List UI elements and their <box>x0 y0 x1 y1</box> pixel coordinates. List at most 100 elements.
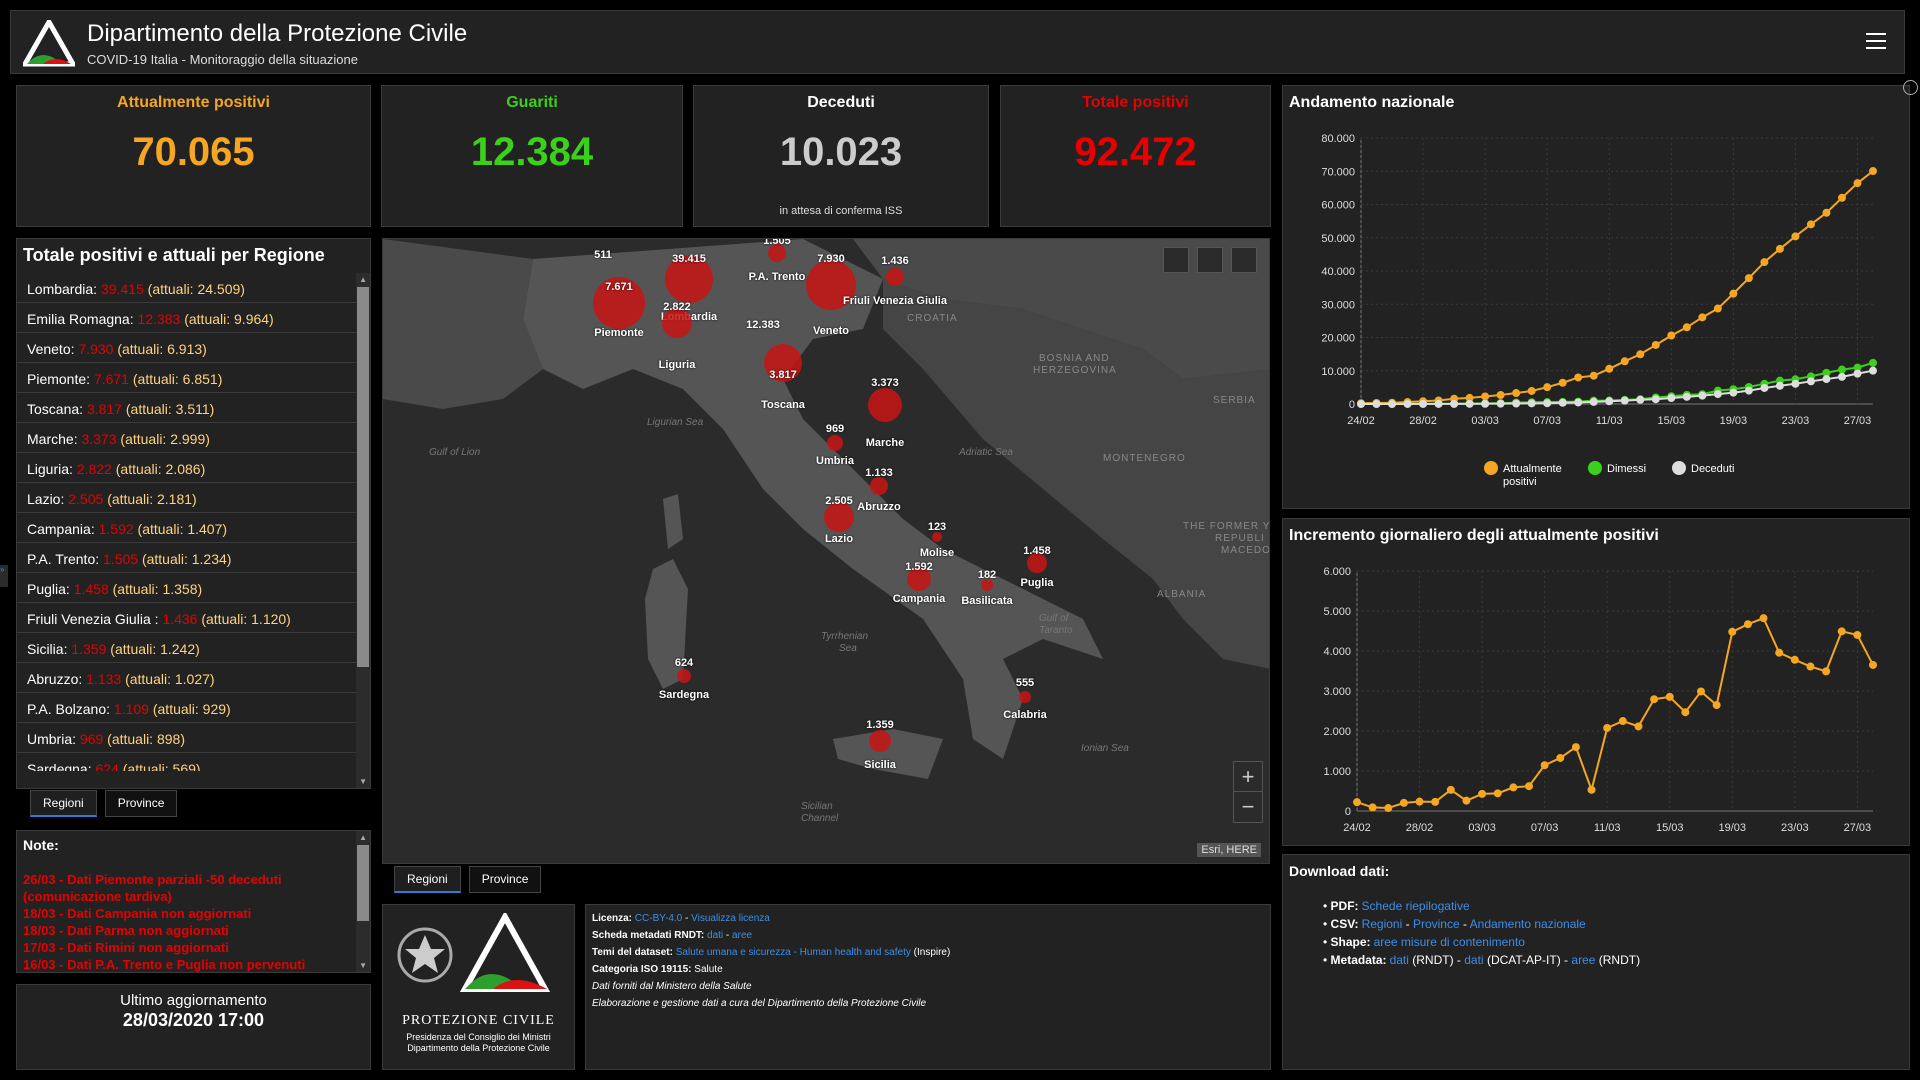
data-point[interactable] <box>1651 395 1660 404</box>
data-point[interactable] <box>1636 395 1645 404</box>
data-point[interactable] <box>1650 695 1659 704</box>
legend-label[interactable]: Dimessi <box>1607 463 1646 475</box>
data-point[interactable] <box>1481 399 1490 408</box>
data-point[interactable] <box>1574 398 1583 407</box>
data-point[interactable] <box>1681 708 1690 717</box>
data-point[interactable] <box>1837 372 1846 381</box>
data-point[interactable] <box>1558 378 1567 387</box>
data-point[interactable] <box>1651 340 1660 349</box>
data-point[interactable] <box>1419 399 1428 408</box>
data-point[interactable] <box>1697 687 1705 696</box>
map-bubble[interactable] <box>1019 691 1031 703</box>
data-point[interactable] <box>1853 630 1862 639</box>
map-bubble[interactable] <box>593 277 645 329</box>
zoom-out-button[interactable]: − <box>1241 794 1255 819</box>
data-point[interactable] <box>1822 375 1831 384</box>
data-point[interactable] <box>1589 371 1598 380</box>
data-point[interactable] <box>1775 381 1784 390</box>
region-row[interactable]: Emilia Romagna: 12.383 (attuali: 9.964) <box>17 303 369 333</box>
data-point[interactable] <box>1869 358 1877 367</box>
region-list[interactable]: Lombardia: 39.415 (attuali: 24.509) Emili… <box>17 273 369 771</box>
data-point[interactable] <box>1543 399 1552 408</box>
data-point[interactable] <box>1853 179 1862 188</box>
shape-link[interactable]: aree misure di contenimento <box>1373 935 1525 949</box>
region-row[interactable]: Lazio: 2.505 (attuali: 2.181) <box>17 483 369 513</box>
data-point[interactable] <box>1527 386 1536 395</box>
data-point[interactable] <box>1571 743 1580 752</box>
data-point[interactable] <box>1869 660 1877 669</box>
map-view[interactable]: Piemonte7.671Lombardia39.415Liguria2.822… <box>382 238 1270 864</box>
data-point[interactable] <box>1837 193 1846 202</box>
map-bubble[interactable] <box>806 260 856 310</box>
data-point[interactable] <box>1415 797 1424 806</box>
data-point[interactable] <box>1431 797 1440 806</box>
map-bubble[interactable] <box>824 502 854 532</box>
licenza-link[interactable]: CC-BY-4.0 <box>634 913 683 924</box>
map-bubble[interactable] <box>870 477 888 495</box>
data-point[interactable] <box>1791 379 1800 388</box>
data-point[interactable] <box>1543 383 1552 392</box>
legend-swatch[interactable] <box>1672 461 1686 475</box>
region-row[interactable]: Toscana: 3.817 (attuali: 3.511) <box>17 393 369 423</box>
data-point[interactable] <box>1465 393 1474 402</box>
pdf-link[interactable]: Schede riepilogative <box>1361 899 1470 913</box>
legend-swatch[interactable] <box>1484 461 1498 475</box>
tab-map-province[interactable]: Province <box>468 866 542 893</box>
data-point[interactable] <box>1760 258 1769 267</box>
basemap-gallery-icon[interactable] <box>1231 247 1257 273</box>
tab-regioni[interactable]: Regioni <box>30 790 97 817</box>
data-point[interactable] <box>1574 373 1583 382</box>
data-point[interactable] <box>1603 723 1612 732</box>
notes-scrollbar[interactable]: ▲ ▼ <box>356 831 370 972</box>
scrollbar-thumb[interactable] <box>357 845 369 921</box>
data-point[interactable] <box>1744 274 1753 283</box>
data-point[interactable] <box>1791 232 1800 241</box>
csv-province-link[interactable]: Province <box>1412 917 1460 931</box>
tab-province[interactable]: Province <box>104 790 178 817</box>
chart-incremento-giornaliero[interactable]: 0 1.000 2.000 3.000 4.000 5.000 6.000 24/02 28/0… <box>1283 519 1909 845</box>
data-point[interactable] <box>1556 753 1565 762</box>
data-point[interactable] <box>1478 789 1487 798</box>
map-bubble[interactable] <box>886 268 904 286</box>
data-point[interactable] <box>1605 397 1614 406</box>
map-bubble[interactable] <box>1027 553 1047 573</box>
data-point[interactable] <box>1465 399 1474 408</box>
visualizza-licenza-link[interactable]: Visualizza licenza <box>691 913 770 924</box>
legend-label[interactable]: Attualmente positivi <box>1503 463 1562 488</box>
data-point[interactable] <box>1527 399 1536 408</box>
map-bubble[interactable] <box>868 388 902 422</box>
data-point[interactable] <box>1399 798 1408 807</box>
data-point[interactable] <box>1636 350 1645 359</box>
region-row[interactable]: Piemonte: 7.671 (attuali: 6.851) <box>17 363 369 393</box>
region-list-scrollbar[interactable]: ▲ ▼ <box>356 273 370 788</box>
data-point[interactable] <box>1357 399 1365 408</box>
data-point[interactable] <box>1446 785 1455 794</box>
region-row[interactable]: Friuli Venezia Giulia : 1.436 (attuali: … <box>17 603 369 633</box>
scheda-dati-link[interactable]: dati <box>707 930 724 941</box>
map-bubble[interactable] <box>907 567 931 591</box>
scroll-down-icon[interactable]: ▼ <box>359 961 367 970</box>
data-point[interactable] <box>1869 167 1877 176</box>
data-point[interactable] <box>1667 331 1676 340</box>
data-point[interactable] <box>1760 383 1769 392</box>
data-point[interactable] <box>1822 667 1831 676</box>
data-point[interactable] <box>1806 662 1815 671</box>
side-toggle-icon[interactable]: » <box>0 565 8 587</box>
legend-label[interactable]: Deceduti <box>1691 463 1734 475</box>
map-bubble[interactable] <box>764 344 802 382</box>
hamburger-menu-icon[interactable] <box>1866 33 1886 51</box>
data-point[interactable] <box>1353 798 1361 807</box>
legend-list-icon[interactable] <box>1163 247 1189 273</box>
data-point[interactable] <box>1775 648 1784 657</box>
data-point[interactable] <box>1509 783 1518 792</box>
zoom-in-button[interactable]: + <box>1234 762 1262 792</box>
metadata-dcat-link[interactable]: dati <box>1464 953 1484 967</box>
scrollbar-thumb[interactable] <box>357 287 369 667</box>
data-point[interactable] <box>1512 389 1521 398</box>
scroll-up-icon[interactable]: ▲ <box>359 275 367 284</box>
data-point[interactable] <box>1434 399 1443 408</box>
data-point[interactable] <box>1558 398 1567 407</box>
data-point[interactable] <box>1729 388 1738 397</box>
data-point[interactable] <box>1806 377 1815 386</box>
csv-regioni-link[interactable]: Regioni <box>1361 917 1403 931</box>
